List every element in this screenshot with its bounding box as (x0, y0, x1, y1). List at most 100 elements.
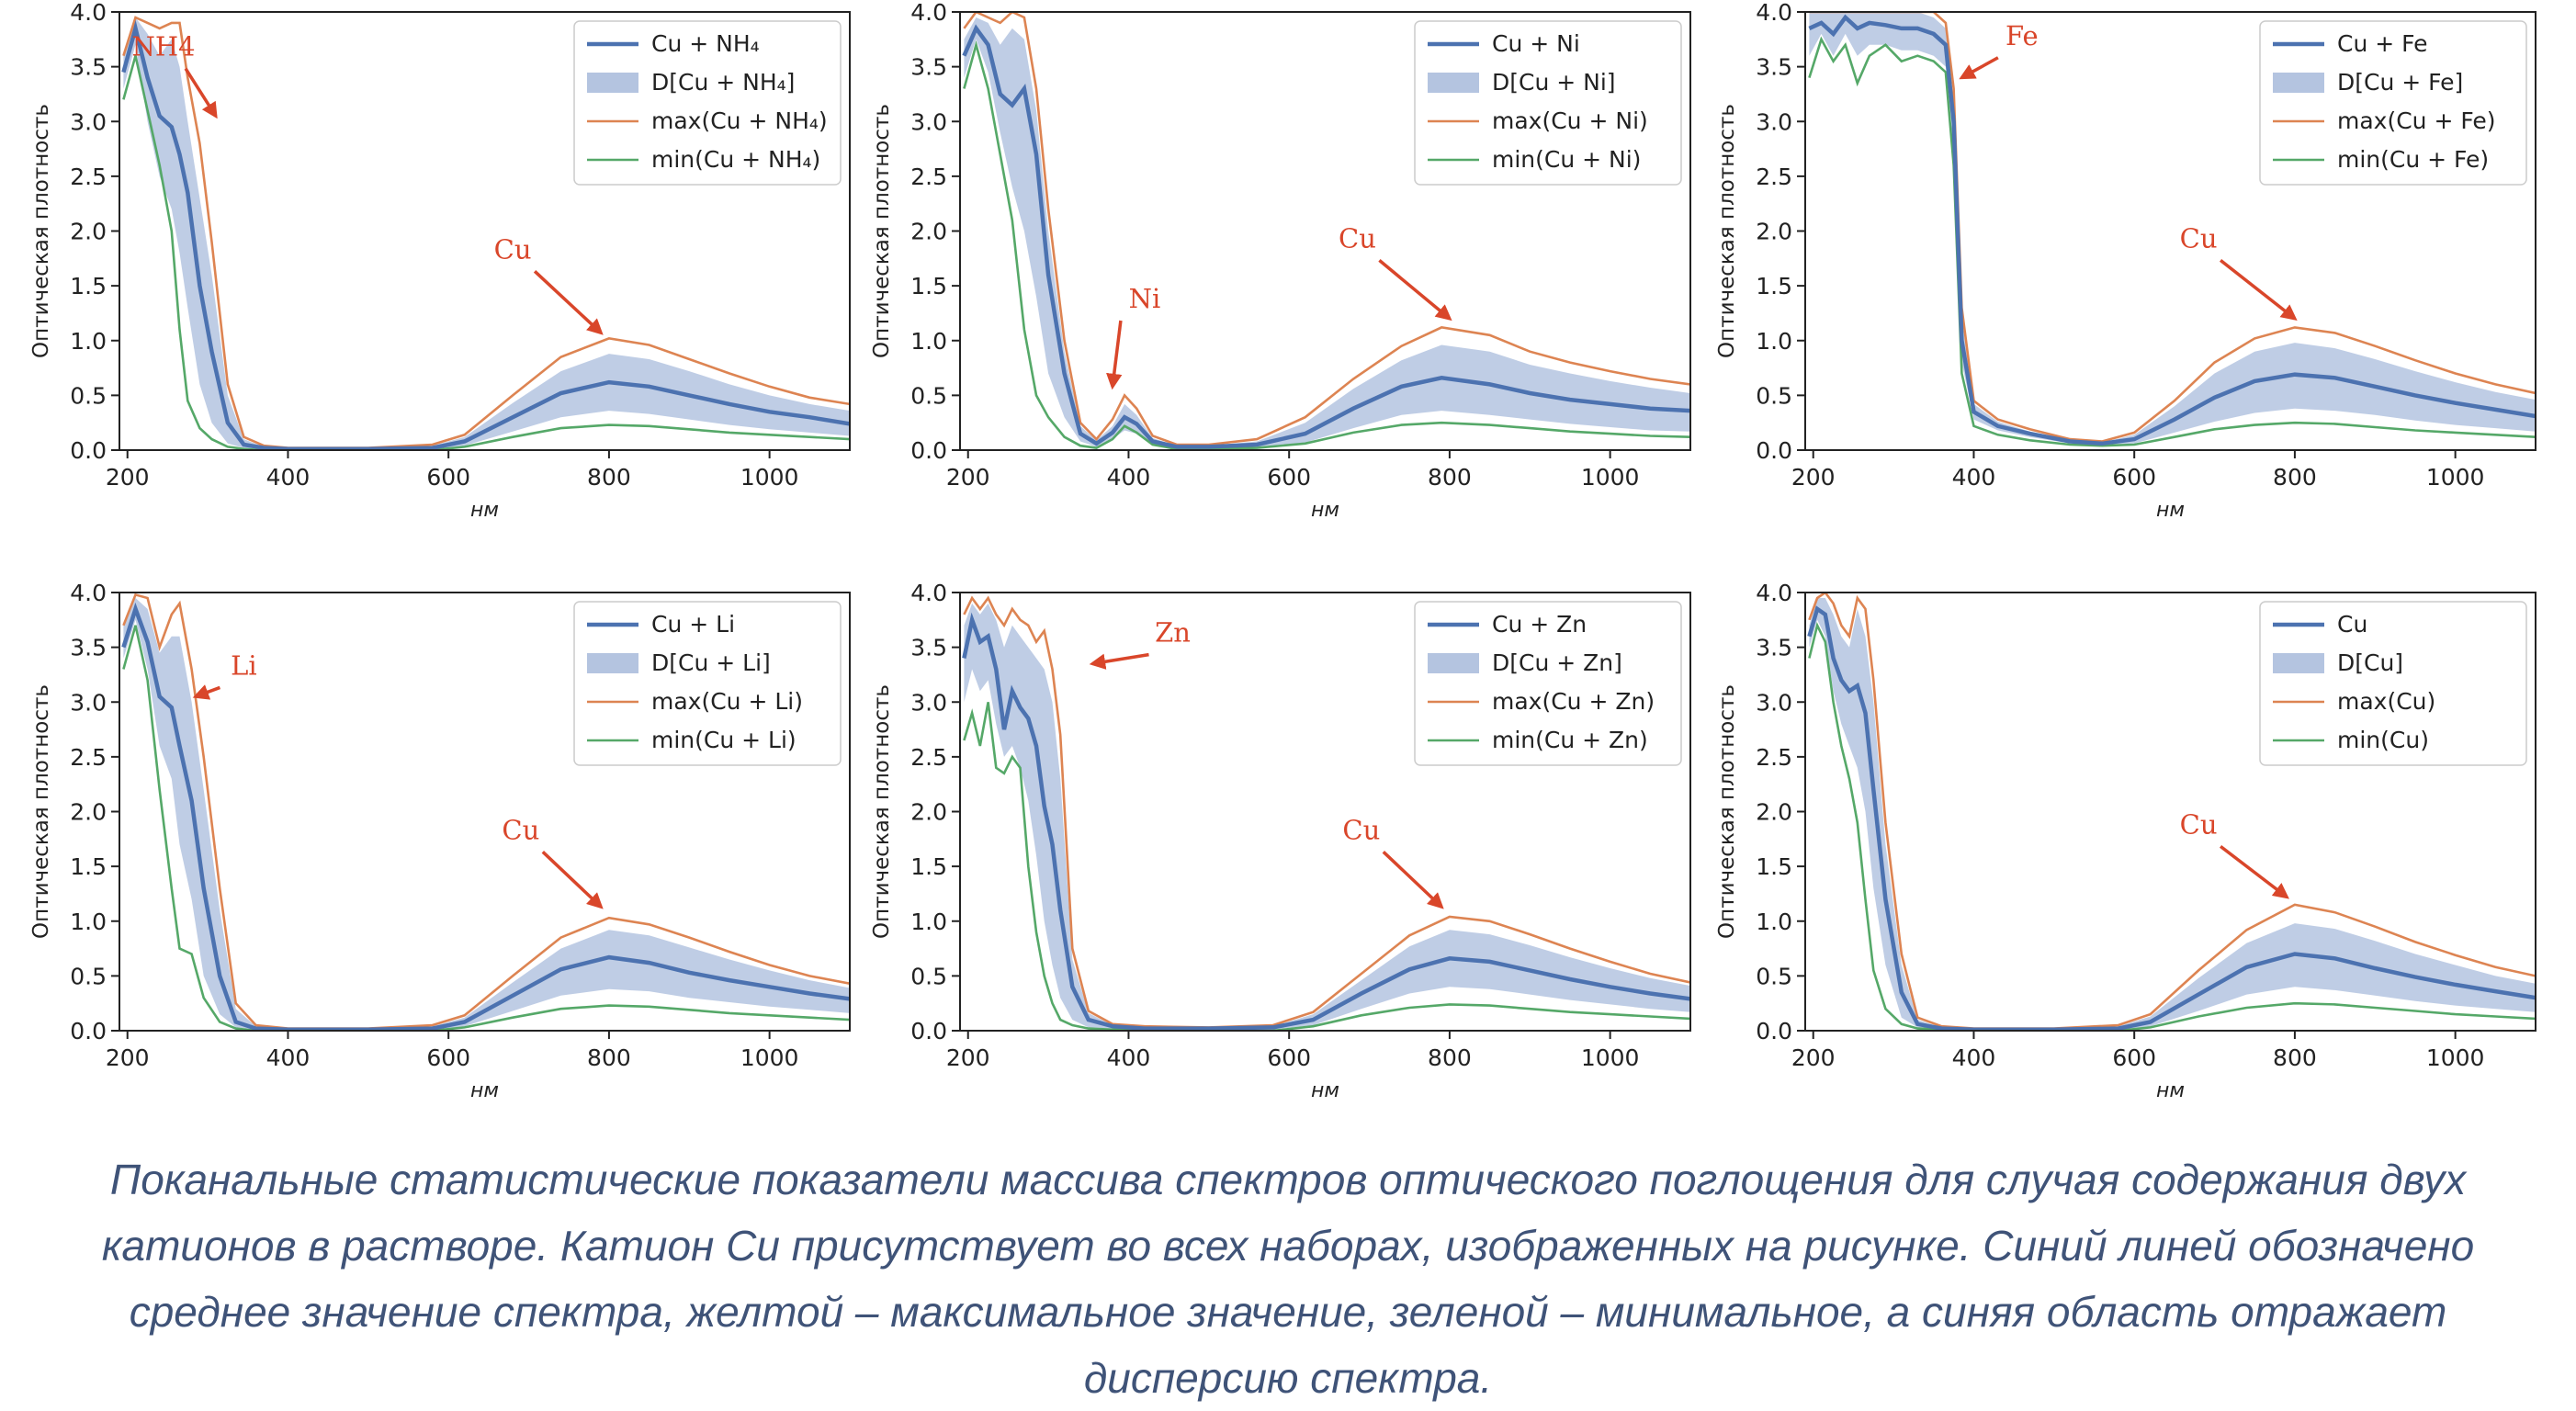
chart-panel-2: 200 400 600 800 1000 0.0 0.5 1.0 1.5 2.0 2.5 3.0 3.5… (870, 0, 1691, 522)
annotation-arrow (533, 270, 604, 335)
legend: Cu D[Cu] max(Cu) min(Cu) (2259, 601, 2527, 766)
y-tick-label: 2.5 (1756, 744, 1792, 771)
x-tick-label: 1000 (2426, 1044, 2485, 1071)
x-tick-label: 1000 (740, 464, 799, 491)
dispersion-band (1809, 12, 2536, 445)
legend-entry-1: Cu + Zn (1492, 611, 1587, 638)
legend-entry-2: D[Cu] (2337, 649, 2403, 676)
y-tick-label: 0.5 (1756, 382, 1792, 409)
legend-entry-3: max(Cu + Zn) (1492, 688, 1655, 715)
legend: Cu + Zn D[Cu + Zn] max(Cu + Zn) min(Cu + Zn… (1414, 601, 1682, 766)
legend: Cu + Ni D[Cu + Ni] max(Cu + Ni) min(Cu + Ni… (1414, 20, 1682, 186)
x-tick-label: 400 (1107, 464, 1151, 491)
y-tick-label: 4.0 (1756, 580, 1792, 606)
legend-entry-4: min(Cu + Ni) (1492, 146, 1641, 173)
y-tick-label: 1.0 (910, 328, 947, 355)
annotation-arrow (184, 67, 218, 119)
y-tick-label: 1.5 (70, 853, 107, 880)
x-tick-label: 800 (2273, 464, 2317, 491)
legend-box (573, 20, 842, 186)
legend-entry-1: Cu + Ni (1492, 30, 1580, 57)
y-tick-label: 1.0 (70, 909, 107, 935)
annotation-label: Cu (502, 814, 539, 845)
y-tick-label: 3.0 (70, 108, 107, 135)
y-tick-label: 1.5 (70, 273, 107, 299)
legend-entry-4: min(Cu + Zn) (1492, 727, 1648, 753)
mean-series-line (1807, 605, 2536, 1031)
y-tick-label: 0.5 (910, 382, 947, 409)
x-axis-label: нм (2156, 1079, 2185, 1102)
legend-entry-2: D[Cu + Li] (651, 649, 771, 676)
legend: Cu + Fe D[Cu + Fe] max(Cu + Fe) min(Cu + Fe… (2259, 20, 2527, 186)
y-tick-label: 1.5 (910, 853, 947, 880)
annotation-arrow (2220, 844, 2289, 899)
chart-panel-5: 200 400 600 800 1000 0.0 0.5 1.0 1.5 2.0 2.5 3.0 3.5… (870, 580, 1691, 1102)
y-tick-label: 2.5 (910, 744, 947, 771)
y-tick-label: 0.5 (70, 963, 107, 989)
x-axis-label: нм (470, 1079, 499, 1102)
legend-swatch-dispersion (1428, 653, 1479, 673)
y-tick-label: 0.0 (1756, 437, 1792, 464)
x-tick-label: 400 (1107, 1044, 1151, 1071)
y-tick-label: 1.0 (70, 328, 107, 355)
y-axis-label: Оптическая плотность (1715, 104, 1739, 358)
annotation-arrow (1382, 851, 1444, 909)
legend-entry-4: min(Cu + Fe) (2337, 146, 2489, 173)
annotation-label: Cu (1339, 222, 1376, 254)
x-tick-label: 600 (2112, 1044, 2156, 1071)
annotation-label: Fe (2005, 20, 2039, 51)
legend-swatch-dispersion (2273, 73, 2324, 93)
y-tick-label: 0.0 (910, 437, 947, 464)
legend-entry-1: Cu + NH₄ (651, 30, 760, 57)
x-tick-label: 400 (266, 464, 311, 491)
y-tick-label: 0.0 (70, 437, 107, 464)
x-tick-label: 400 (266, 1044, 311, 1071)
x-tick-label: 200 (1791, 1044, 1836, 1071)
y-tick-label: 1.0 (1756, 328, 1792, 355)
y-tick-label: 2.0 (910, 219, 947, 245)
y-tick-label: 2.0 (70, 799, 107, 826)
max-series-line (963, 12, 1690, 446)
x-tick-label: 1000 (740, 1044, 799, 1071)
y-tick-label: 4.0 (910, 0, 947, 26)
y-tick-label: 0.5 (910, 963, 947, 989)
annotation-label: NH4 (131, 31, 195, 62)
y-tick-label: 3.0 (1756, 108, 1792, 135)
x-tick-label: 800 (587, 1044, 631, 1071)
legend-entry-3: max(Cu + Li) (651, 688, 803, 715)
y-tick-label: 4.0 (1756, 0, 1792, 26)
x-tick-label: 400 (1952, 464, 1996, 491)
y-axis-label: Оптическая плотность (870, 104, 894, 358)
y-tick-label: 3.0 (1756, 689, 1792, 716)
chart-panel-6: 200 400 600 800 1000 0.0 0.5 1.0 1.5 2.0 2.5 3.0 3.5… (1715, 580, 2536, 1102)
y-tick-label: 3.0 (910, 108, 947, 135)
max-series-line (1809, 12, 2536, 443)
max-series-line (963, 595, 1690, 1029)
x-axis-label: нм (1311, 499, 1339, 522)
y-tick-label: 3.0 (910, 689, 947, 716)
legend-entry-3: max(Cu) (2337, 688, 2435, 715)
x-tick-label: 800 (1428, 464, 1472, 491)
y-tick-label: 2.5 (70, 164, 107, 190)
y-tick-label: 1.5 (910, 273, 947, 299)
x-tick-label: 800 (2273, 1044, 2317, 1071)
x-tick-label: 1000 (1581, 464, 1640, 491)
x-tick-label: 200 (106, 1044, 150, 1071)
plot-area (962, 12, 1690, 450)
y-axis-label: Оптическая плотность (29, 104, 53, 358)
x-axis-label: нм (2156, 499, 2185, 522)
x-tick-label: 200 (106, 464, 150, 491)
mean-series-line (121, 602, 850, 1031)
legend-entry-1: Cu (2337, 611, 2367, 638)
legend-entry-3: max(Cu + Fe) (2337, 107, 2496, 134)
x-tick-label: 1000 (1581, 1044, 1640, 1071)
x-tick-label: 400 (1952, 1044, 1996, 1071)
y-tick-label: 1.0 (910, 909, 947, 935)
mean-series-line (962, 612, 1690, 1031)
legend-entry-4: min(Cu + Li) (651, 727, 797, 753)
y-tick-label: 3.0 (70, 689, 107, 716)
x-tick-label: 600 (1267, 1044, 1311, 1071)
mean-series-line (1808, 14, 2536, 446)
figure-caption: Поканальные статистические показатели ма… (9, 1146, 2567, 1411)
legend-swatch-dispersion (2273, 653, 2324, 673)
